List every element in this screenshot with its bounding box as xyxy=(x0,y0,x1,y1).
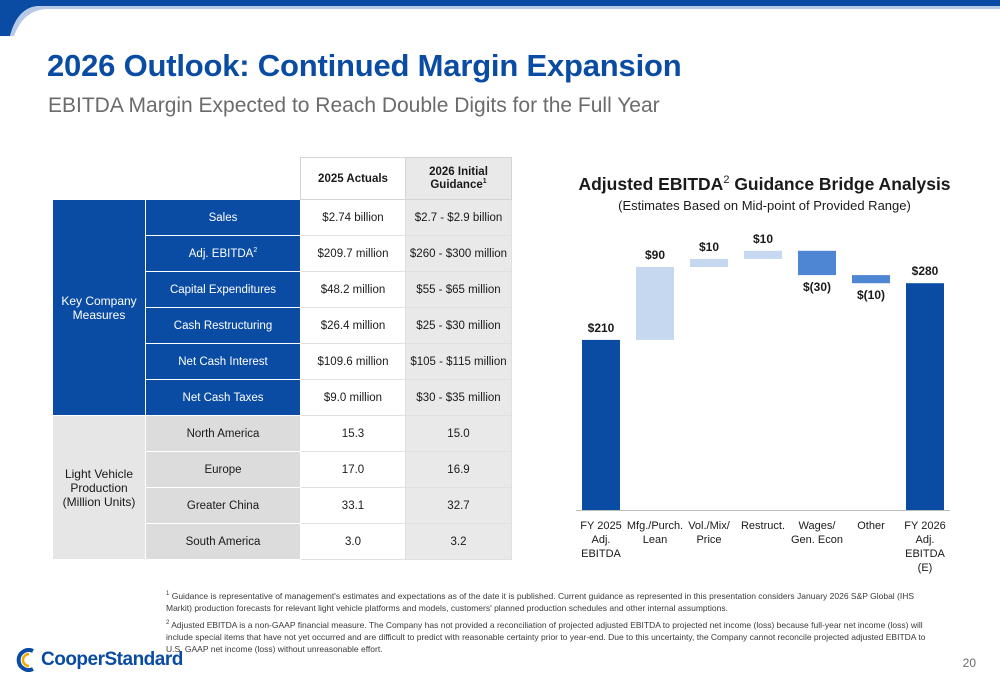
data-label: $(30) xyxy=(803,280,831,294)
category-label: Restruct. xyxy=(741,520,785,532)
cell-guidance: $260 - $300 million xyxy=(405,235,512,272)
cell-actual: 15.3 xyxy=(300,415,406,452)
row-label: North America xyxy=(145,415,301,452)
data-label: $280 xyxy=(912,264,939,278)
waterfall-bar xyxy=(582,339,620,510)
column-header-guidance: 2026 Initial Guidance1 xyxy=(405,157,512,200)
cell-guidance: $25 - $30 million xyxy=(405,307,512,344)
row-group-label: Key Company Measures xyxy=(52,199,146,416)
table-row: Europe 17.0 16.9 xyxy=(53,451,512,488)
chart-title: Adjusted EBITDA2 Guidance Bridge Analysi… xyxy=(578,174,951,194)
cell-guidance: 15.0 xyxy=(405,415,512,452)
page-subtitle: EBITDA Margin Expected to Reach Double D… xyxy=(48,94,660,117)
row-group-label: Light Vehicle Production (Million Units) xyxy=(52,415,146,560)
cell-actual: 3.0 xyxy=(300,523,406,560)
cell-actual: 33.1 xyxy=(300,487,406,524)
data-label: $10 xyxy=(753,232,773,246)
cell-guidance: $2.7 - $2.9 billion xyxy=(405,199,512,236)
table-row: Net Cash Taxes $9.0 million $30 - $35 mill… xyxy=(53,379,512,416)
row-label: Europe xyxy=(145,451,301,488)
category-label: Vol./Mix/Price xyxy=(688,520,731,546)
category-label: FY 2025 Adj. EBITDA xyxy=(580,520,621,560)
cell-guidance: 16.9 xyxy=(405,451,512,488)
cell-guidance: $30 - $35 million xyxy=(405,379,512,416)
footnote-1: 1 Guidance is representative of manageme… xyxy=(166,590,915,613)
cell-actual: $209.7 million xyxy=(300,235,406,272)
table-row: Greater China 33.1 32.7 xyxy=(53,487,512,524)
row-label: South America xyxy=(145,523,301,560)
cell-actual: $2.74 billion xyxy=(300,199,406,236)
table-row: South America 3.0 3.2 xyxy=(53,523,512,560)
column-header-actuals: 2025 Actuals xyxy=(300,157,406,200)
logo-text: CooperStandard xyxy=(41,649,183,670)
waterfall-plot: $210 FY 2025 Adj. EBITDA $90 Mfg./Purch. Lean $… xyxy=(576,232,950,574)
cell-actual: 17.0 xyxy=(300,451,406,488)
table-row: Cash Restructuring $26.4 million $25 - $30… xyxy=(53,307,512,344)
row-label: Net Cash Taxes xyxy=(145,379,301,416)
footnote-2: 2 Adjusted EBITDA is a non-GAAP financia… xyxy=(166,619,926,654)
waterfall-bar xyxy=(636,267,674,340)
table-row: Capital Expenditures $48.2 million $55 - $… xyxy=(53,271,512,308)
row-label: Greater China xyxy=(145,487,301,524)
table-row: Light Vehicle Production (Million Units)… xyxy=(52,415,512,560)
category-label: Mfg./Purch. Lean xyxy=(627,520,683,546)
outlook-table: 2025 Actuals 2026 Initial Guidance1 Key … xyxy=(52,157,512,560)
cell-actual: $26.4 million xyxy=(300,307,406,344)
logo-mark-icon xyxy=(16,648,34,672)
waterfall-bar xyxy=(852,275,890,284)
data-label: $10 xyxy=(699,240,719,254)
cell-actual: $9.0 million xyxy=(300,379,406,416)
row-label: Capital Expenditures xyxy=(145,271,301,308)
row-label: Adj. EBITDA2 xyxy=(145,235,301,272)
ebitda-bridge-chart: Adjusted EBITDA2 Guidance Bridge Analysi… xyxy=(572,160,972,580)
table-row: Adj. EBITDA2 $209.7 million $260 - $300 mi… xyxy=(53,235,512,272)
header-blank xyxy=(145,157,301,200)
cell-actual: $109.6 million xyxy=(300,343,406,380)
data-label: $210 xyxy=(588,321,615,335)
row-label: Sales xyxy=(145,199,301,236)
cell-guidance: $55 - $65 million xyxy=(405,271,512,308)
table-row: Key Company Measures Sales $2.74 billion $2… xyxy=(52,199,512,416)
header-swoosh xyxy=(0,0,1000,36)
cell-guidance: 3.2 xyxy=(405,523,512,560)
row-label: Net Cash Interest xyxy=(145,343,301,380)
company-logo: CooperStandard xyxy=(16,648,183,672)
cell-actual: $48.2 million xyxy=(300,271,406,308)
header-blank xyxy=(52,157,146,200)
waterfall-bar xyxy=(744,250,782,259)
row-label: Cash Restructuring xyxy=(145,307,301,344)
cell-guidance: 32.7 xyxy=(405,487,512,524)
category-label: FY 2026 Adj. EBITDA (E) xyxy=(904,520,945,574)
waterfall-bar xyxy=(906,283,944,510)
chart-subtitle: (Estimates Based on Mid-point of Provide… xyxy=(618,198,911,213)
data-label: $(10) xyxy=(857,288,885,302)
page-title: 2026 Outlook: Continued Margin Expansion xyxy=(47,48,682,83)
data-label: $90 xyxy=(645,248,665,262)
waterfall-bar xyxy=(798,250,836,276)
page-number: 20 xyxy=(962,656,976,670)
category-label: Wages/Gen. Econ xyxy=(791,520,843,546)
waterfall-bar xyxy=(690,258,728,267)
cell-guidance: $105 - $115 million xyxy=(405,343,512,380)
category-label: Other xyxy=(857,520,885,532)
